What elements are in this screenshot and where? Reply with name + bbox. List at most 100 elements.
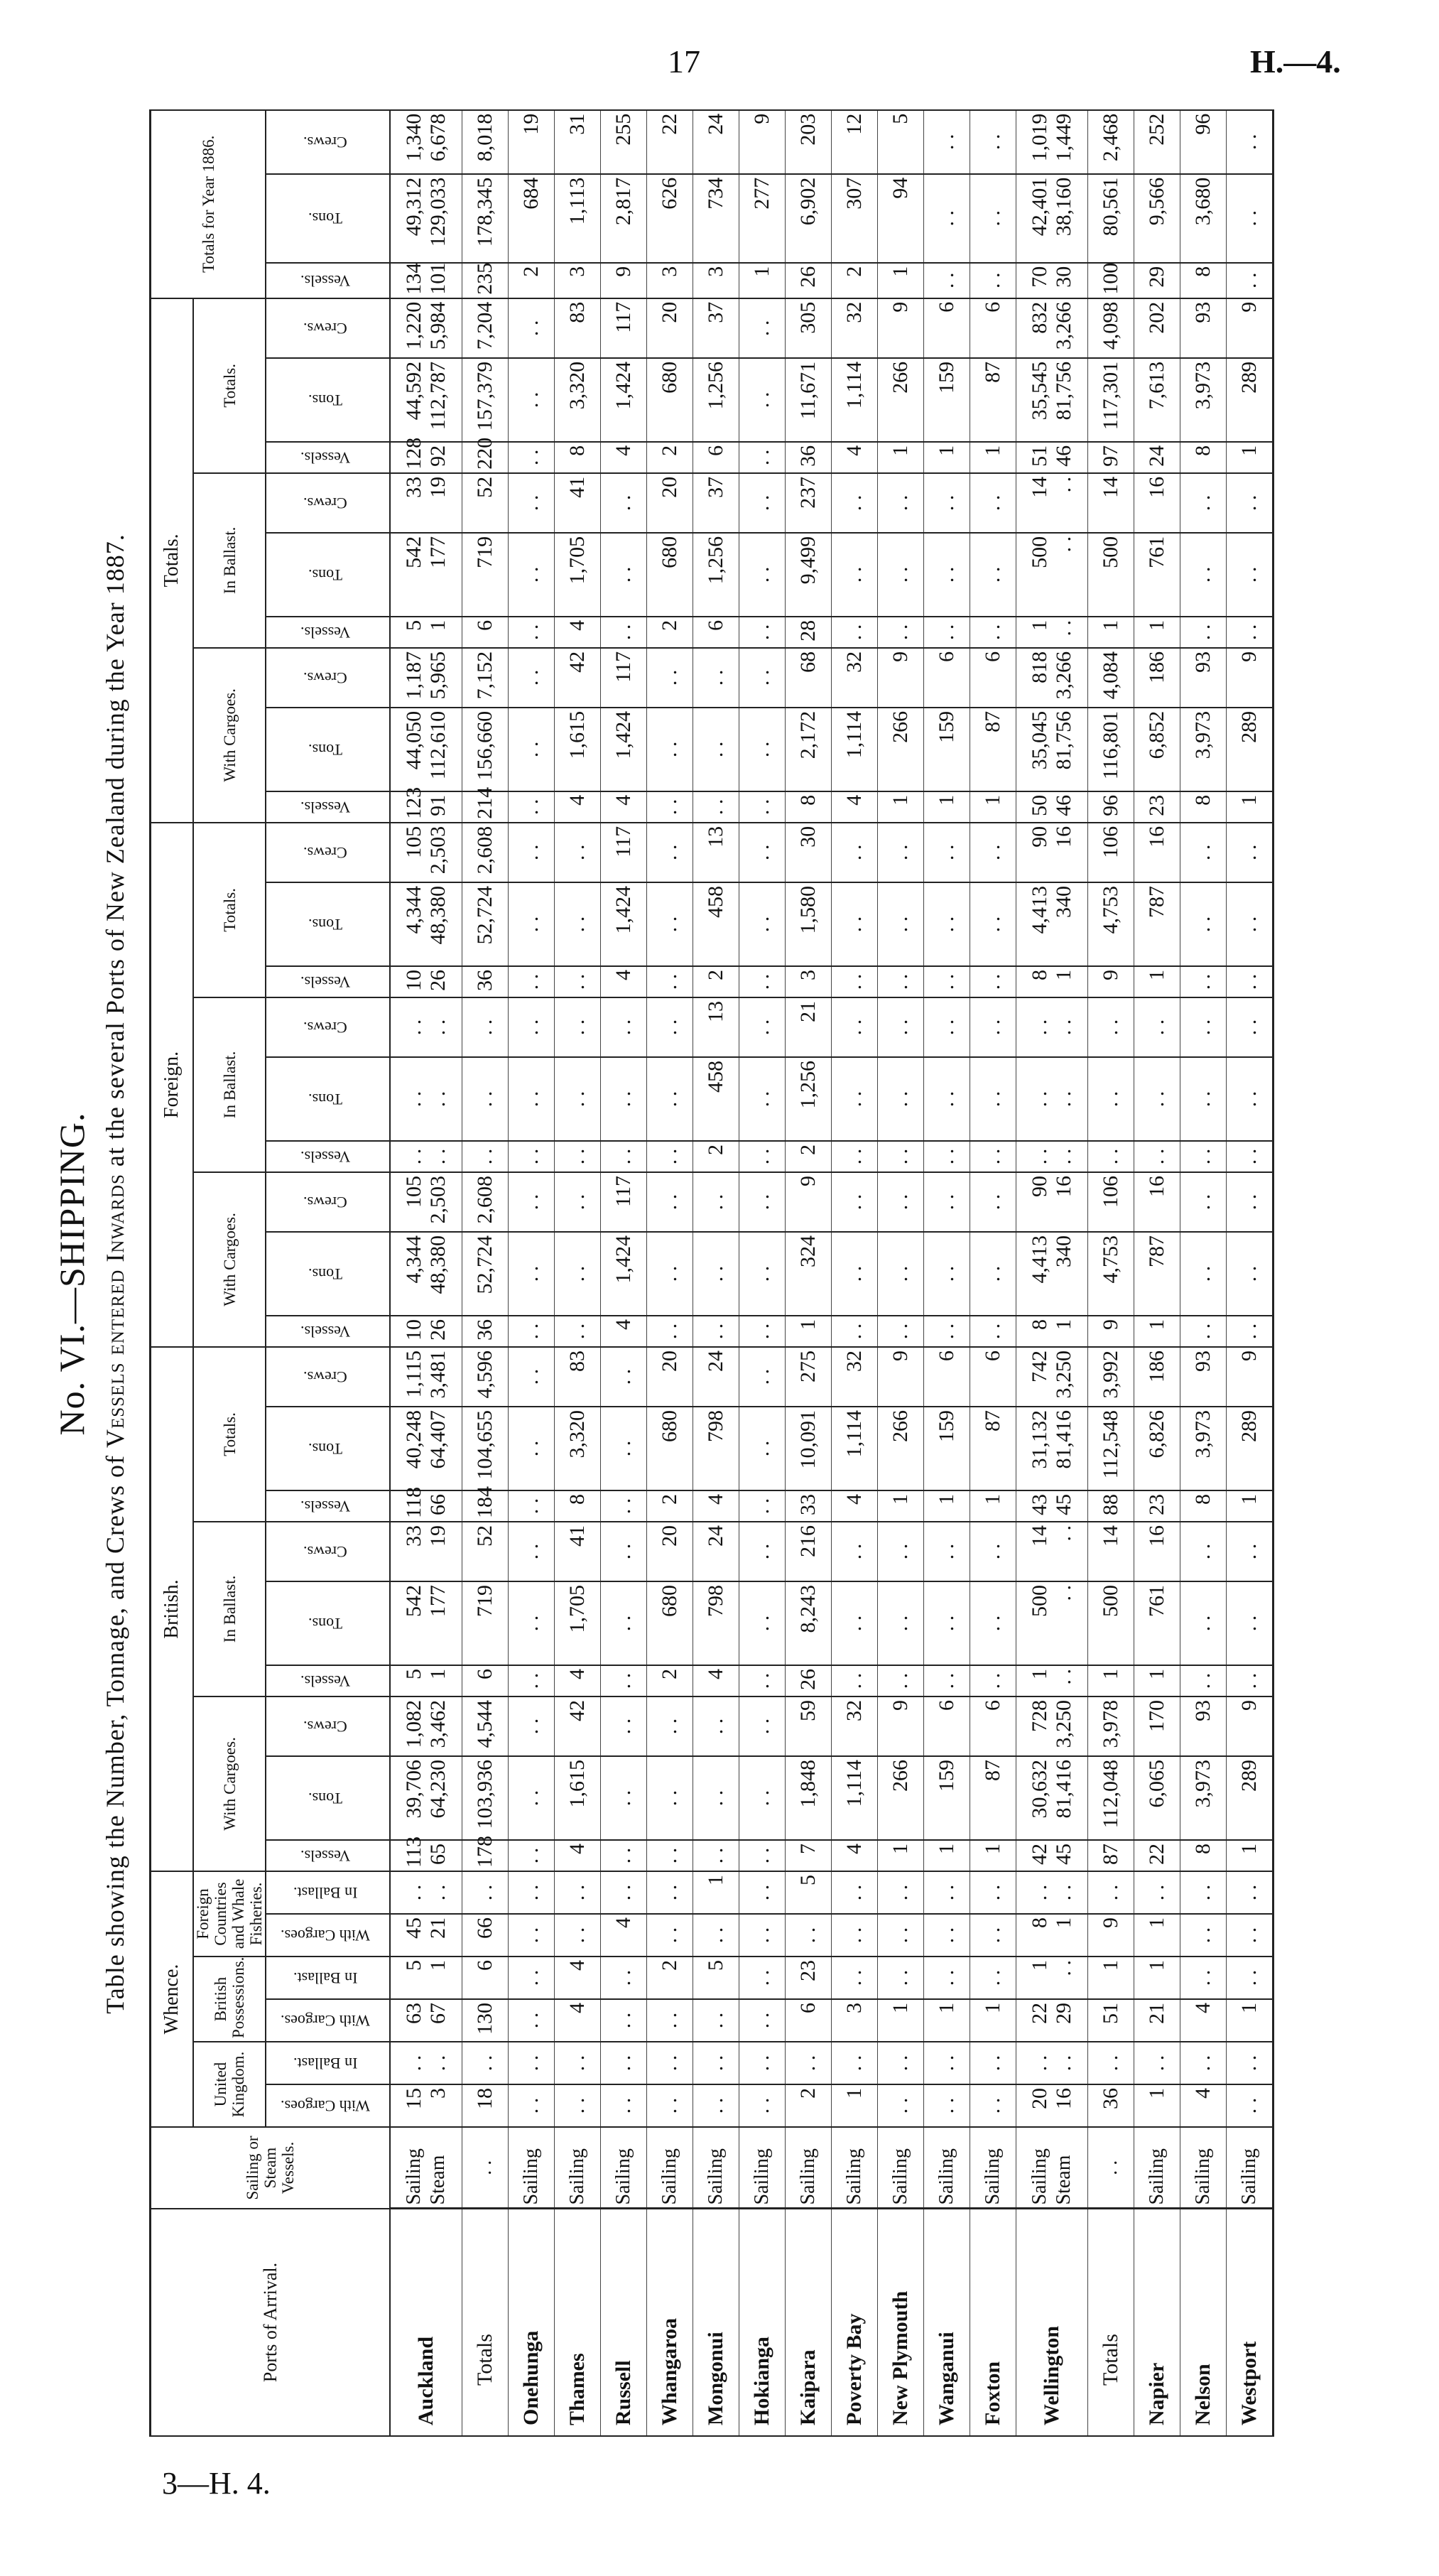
table-cell: 1	[1226, 1490, 1274, 1522]
table-cell: . .	[970, 997, 1016, 1057]
table-cell: . .	[1180, 1521, 1227, 1581]
table-cell: . .	[739, 441, 786, 473]
table-cell: . .	[646, 2042, 693, 2084]
table-cell: 112,548	[1087, 1406, 1134, 1490]
table-cell: 1	[877, 262, 924, 298]
header-col-tons: Tons.	[266, 532, 390, 617]
table-cell: 1	[970, 441, 1016, 473]
table-cell: 3	[693, 262, 739, 298]
header-col-vessels: Vessels.	[266, 1315, 390, 1347]
header-col-crews-text: Crews.	[303, 319, 347, 337]
table-cell: . .	[646, 997, 693, 1057]
table-cell: . .	[923, 2084, 970, 2127]
table-cell: . .	[1087, 1140, 1134, 1172]
table-cell: 6,902	[785, 173, 832, 263]
table-cell: . .	[739, 1231, 786, 1316]
table-cell: . .	[1226, 1140, 1274, 1172]
table-cell: . .	[600, 997, 647, 1057]
table-cell: 4	[693, 1665, 739, 1696]
table-cell: 2,468	[1087, 109, 1134, 174]
table-cell: . .	[739, 1665, 786, 1696]
table-cell: . .	[785, 1914, 832, 1957]
table-cell: 52,724	[462, 1231, 509, 1316]
table-cell: . .	[1226, 822, 1274, 882]
table-cell: . .	[831, 472, 878, 533]
table-cell: 106	[1087, 822, 1134, 882]
table-cell: 9	[1087, 965, 1134, 997]
table-cell: . .	[508, 1056, 555, 1141]
table-cell: 9	[877, 1346, 924, 1407]
vessel-type: Sailing	[1226, 2127, 1274, 2209]
table-cell: . .	[739, 1056, 786, 1141]
table-cell: 6	[693, 441, 739, 473]
vessel-type: Sailing	[693, 2127, 739, 2209]
table-cell: . .	[970, 1315, 1016, 1347]
table-cell: . .	[554, 822, 601, 882]
table-cell: . .	[877, 1957, 924, 1999]
header-col-crews: Crews.	[266, 1521, 390, 1581]
table-cell: 3,973	[1180, 1406, 1227, 1490]
table-cell: . .	[693, 1999, 739, 2042]
table-row: New Plymouth Sailing. .. .1. .. .. . 1 266 9…	[877, 109, 924, 2436]
table-cell: 2	[831, 262, 878, 298]
table-cell: . .	[646, 1696, 693, 1756]
table-cell: . .	[646, 1171, 693, 1232]
table-cell: 220	[462, 438, 509, 473]
table-cell: . .	[1226, 173, 1274, 263]
header-whence-col: In Ballast.	[266, 1957, 390, 1999]
header-col-tons-text: Tons.	[308, 565, 342, 584]
table-cell: . .	[554, 997, 601, 1057]
header-col-crews: Crews.	[266, 997, 390, 1057]
table-cell: 324	[785, 1231, 832, 1316]
table-cell: . .	[970, 822, 1016, 882]
header-col-tons-text: Tons.	[308, 210, 342, 228]
table-cell: 26	[785, 1665, 832, 1696]
table-cell: 87	[1087, 1839, 1134, 1871]
caption-prefix: Table showing the Number, Tonnage, and C…	[101, 1448, 129, 2014]
header-whence-col: In Ballast.	[266, 2042, 390, 2084]
header-subsection: Totals.	[193, 1346, 266, 1522]
table-cell: 832 3,266	[1016, 298, 1088, 358]
header-whence-col: With Cargoes.	[266, 2084, 390, 2127]
table-cell: . .	[923, 1957, 970, 1999]
table-cell: . .	[1226, 882, 1274, 966]
table-cell: . .	[508, 1914, 555, 1957]
table-cell: . .	[877, 997, 924, 1057]
table-cell: 87	[970, 1755, 1016, 1840]
header-col-crews: Crews.	[266, 822, 390, 882]
table-cell: 83	[554, 298, 601, 358]
table-cell: . . . .	[390, 2042, 462, 2084]
table-cell: 36	[785, 441, 832, 473]
table-cell: . .	[600, 1581, 647, 1665]
header-col-crews: Crews.	[266, 298, 390, 358]
header-subsection: In Ballast.	[193, 1521, 266, 1696]
table-cell: . .	[508, 997, 555, 1057]
table-cell: 1,705	[554, 1581, 601, 1665]
table-cell: . .	[877, 1521, 924, 1581]
table-cell: 157,379	[462, 357, 509, 442]
table-cell: . .	[1180, 1140, 1227, 1172]
header-col-tons-text: Tons.	[308, 1090, 342, 1108]
table-cell: 4	[600, 1914, 647, 1957]
table-cell: 2	[508, 262, 555, 298]
table-cell: . .	[877, 1871, 924, 1914]
table-cell: . .	[1180, 1957, 1227, 1999]
table-cell: 123 91	[390, 787, 462, 823]
table-cell: . . . .	[390, 1056, 462, 1141]
table-cell: 94	[877, 173, 924, 263]
table-cell: . .	[1226, 109, 1274, 174]
table-cell: 21	[785, 997, 832, 1057]
table-cell: . .	[831, 1665, 878, 1696]
table-cell: . .	[600, 2084, 647, 2127]
port-name: New Plymouth	[877, 2209, 924, 2436]
header-col-vessels: Vessels.	[266, 441, 390, 473]
port-name: Hokianga	[739, 2209, 786, 2436]
table-cell: 1,424	[600, 357, 647, 442]
table-cell: 30,632 81,416	[1016, 1755, 1088, 1840]
table-cell: 117	[600, 298, 647, 358]
header-col-tons-text: Tons.	[308, 915, 342, 933]
table-cell: . .	[462, 1140, 509, 1172]
table-cell: . .	[970, 1231, 1016, 1316]
table-cell: 31	[554, 109, 601, 174]
table-cell: . .	[970, 532, 1016, 617]
